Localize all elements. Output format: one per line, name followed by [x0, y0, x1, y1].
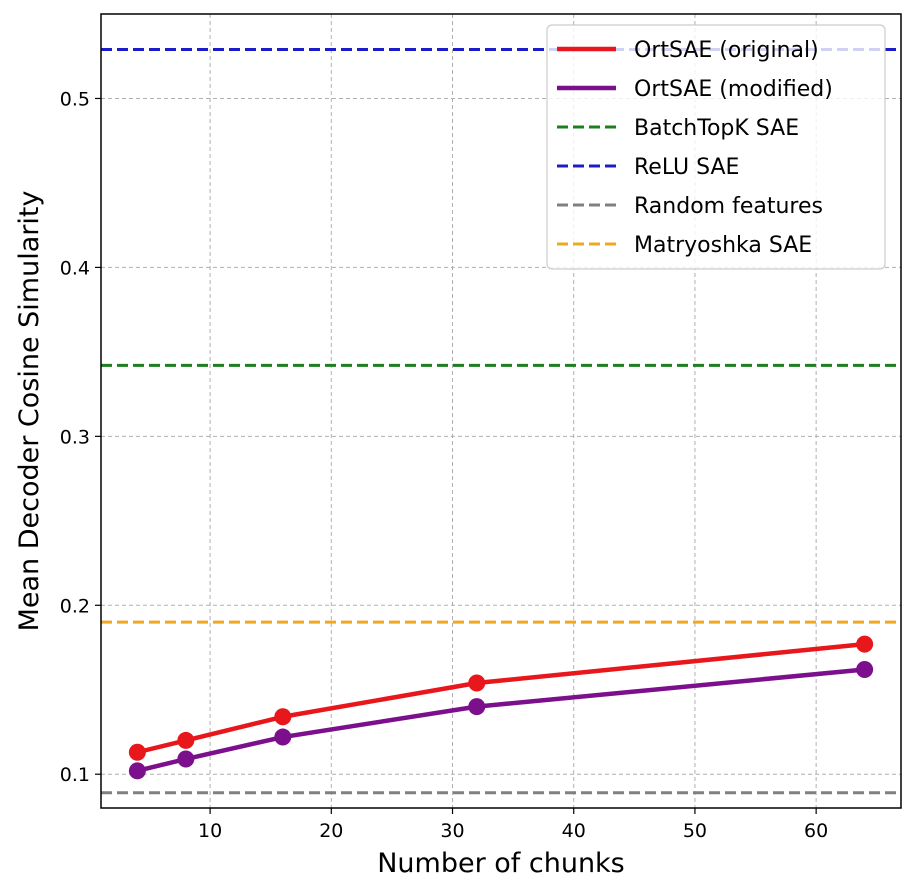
series-lines	[128, 635, 874, 780]
x-tick-label: 10	[198, 820, 222, 842]
legend-label: ReLU SAE	[634, 155, 739, 180]
y-tick-label: 0.4	[60, 257, 90, 279]
y-tick-label: 0.1	[60, 764, 90, 786]
x-tick-label: 20	[319, 820, 343, 842]
legend: OrtSAE (original) OrtSAE (modified) BatchT…	[546, 24, 886, 270]
data-point	[274, 708, 292, 726]
data-point	[177, 750, 195, 768]
legend-label: OrtSAE (original)	[634, 38, 819, 63]
x-axis-ticks: 10 20 30 40 50 60	[198, 808, 828, 842]
series-line	[135, 641, 867, 755]
legend-box	[546, 24, 886, 270]
series-line	[135, 667, 867, 774]
data-point	[128, 743, 146, 761]
y-axis-label: Mean Decoder Cosine Simularity	[14, 191, 45, 632]
data-point	[274, 728, 292, 746]
legend-label: OrtSAE (modified)	[634, 77, 833, 102]
x-tick-label: 30	[440, 820, 464, 842]
y-axis-ticks: 0.1 0.2 0.3 0.4 0.5	[60, 88, 101, 786]
y-tick-label: 0.2	[60, 595, 90, 617]
y-tick-label: 0.3	[60, 426, 90, 448]
x-tick-label: 60	[804, 820, 828, 842]
data-point	[856, 660, 874, 678]
x-axis-label: Number of chunks	[377, 848, 625, 879]
data-point	[128, 762, 146, 780]
data-point	[468, 698, 486, 716]
legend-label: BatchTopK SAE	[634, 116, 799, 141]
data-point	[856, 635, 874, 653]
x-tick-label: 40	[562, 820, 586, 842]
y-tick-label: 0.5	[60, 88, 90, 110]
legend-label: Matryoshka SAE	[634, 233, 812, 258]
plot-frame	[100, 13, 902, 809]
legend-label: Random features	[634, 194, 823, 219]
data-point	[177, 731, 195, 749]
data-point	[468, 674, 486, 692]
x-tick-label: 50	[683, 820, 707, 842]
